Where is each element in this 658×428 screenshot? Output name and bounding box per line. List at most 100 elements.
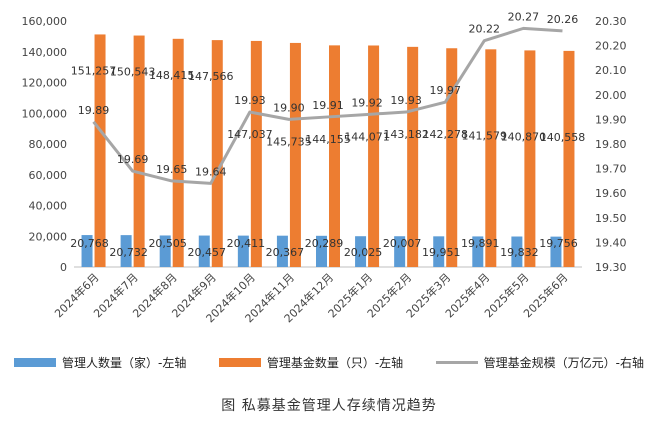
right-axis-tick-label: 19.60 <box>595 187 627 200</box>
data-label-funds: 144,071 <box>344 130 390 143</box>
bar-managers <box>472 236 484 267</box>
data-label-managers: 19,832 <box>500 246 539 259</box>
bar-funds <box>407 46 419 268</box>
data-label-funds: 140,558 <box>540 131 586 144</box>
bars <box>81 34 575 268</box>
data-labels: 20,768 151,257 19.89 20,732 150,543 19.69 20,5… <box>70 10 585 259</box>
bar-managers <box>159 235 171 267</box>
data-label-funds: 148,415 <box>149 69 195 82</box>
chart: 020,00040,00060,00080,000100,000120,0001… <box>22 10 627 325</box>
left-axis-tick-label: 120,000 <box>22 77 68 90</box>
left-axis-tick-label: 140,000 <box>22 46 68 59</box>
right-axis-tick-label: 19.30 <box>595 261 627 274</box>
legend-swatch-managers <box>14 358 56 367</box>
data-label-funds: 151,257 <box>71 64 117 77</box>
data-label-scale: 19.90 <box>273 101 305 114</box>
bar-managers <box>198 235 210 267</box>
data-label-funds: 141,579 <box>462 129 508 142</box>
data-label-managers: 20,457 <box>188 246 227 259</box>
bar-funds <box>485 49 497 267</box>
data-label-managers: 20,411 <box>227 237 266 250</box>
data-label-scale: 19.93 <box>234 94 266 107</box>
left-axis-tick-label: 160,000 <box>22 15 68 28</box>
left-axis-tick-label: 80,000 <box>29 138 68 151</box>
data-label-scale: 19.69 <box>117 153 149 166</box>
bar-managers <box>316 235 327 267</box>
data-label-funds: 142,278 <box>422 128 468 141</box>
bar-managers <box>550 236 562 267</box>
right-axis-tick-label: 19.50 <box>595 212 627 225</box>
data-label-scale: 20.26 <box>547 13 579 26</box>
right-y-axis: 19.30 19.40 19.50 19.60 19.70 19.80 19.90 20.00… <box>595 15 627 274</box>
data-label-scale: 20.22 <box>469 23 501 36</box>
right-axis-tick-label: 19.70 <box>595 163 627 176</box>
data-label-managers: 19,891 <box>461 237 500 250</box>
left-axis-tick-label: 60,000 <box>29 169 68 182</box>
bar-managers <box>276 235 288 267</box>
data-label-scale: 19.91 <box>312 99 344 112</box>
bar-managers <box>394 236 406 267</box>
right-axis-tick-label: 19.40 <box>595 236 627 249</box>
left-y-axis: 0 20,000 40,000 60,000 80,000 100,000 120,000 1… <box>22 15 68 274</box>
legend-label-managers: 管理人数量（家）-左轴 <box>62 356 187 370</box>
bar-funds <box>211 40 223 267</box>
bar-funds <box>250 40 262 268</box>
bar-funds <box>563 50 575 267</box>
legend-label-funds: 管理基金数量（只）-左轴 <box>266 356 404 370</box>
right-axis-tick-label: 20.10 <box>595 64 627 77</box>
scale-line <box>92 26 563 185</box>
bar-funds <box>289 42 301 268</box>
bar-managers <box>120 235 132 267</box>
scale-line-series <box>92 26 563 185</box>
data-label-scale: 19.64 <box>195 165 227 178</box>
data-label-scale: 19.93 <box>390 94 422 107</box>
legend-item-managers: 管理人数量（家）-左轴 <box>14 354 186 371</box>
data-label-scale: 19.97 <box>429 84 461 97</box>
bar-managers <box>237 235 249 267</box>
data-label-scale: 19.65 <box>156 163 188 176</box>
data-label-managers: 20,367 <box>266 246 305 259</box>
left-axis-tick-label: 100,000 <box>22 107 68 120</box>
data-label-funds: 147,037 <box>227 128 273 141</box>
right-axis-tick-label: 19.80 <box>595 138 627 151</box>
legend: 管理人数量（家）-左轴 管理基金数量（只）-左轴 管理基金规模（万亿元）-右轴 <box>14 354 644 371</box>
legend-item-funds: 管理基金数量（只）-左轴 <box>218 354 404 371</box>
data-label-managers: 20,768 <box>70 237 109 250</box>
data-label-scale: 20.27 <box>508 10 540 23</box>
bar-funds <box>133 35 145 268</box>
data-label-funds: 147,566 <box>188 70 234 83</box>
legend-label-scale: 管理基金规模（万亿元）-右轴 <box>483 356 644 370</box>
x-axis-tick-labels: 2024年6月2024年7月2024年8月2024年9月2024年10月2024… <box>51 270 570 325</box>
data-label-funds: 144,155 <box>305 133 351 146</box>
right-axis-tick-label: 20.20 <box>595 40 627 53</box>
legend-item-scale: 管理基金规模（万亿元）-右轴 <box>435 354 644 371</box>
data-label-managers: 19,951 <box>422 246 461 259</box>
left-axis-tick-label: 20,000 <box>29 230 68 243</box>
legend-swatch-funds <box>218 358 261 367</box>
left-axis-tick-label: 40,000 <box>29 200 68 213</box>
right-axis-tick-label: 20.00 <box>595 89 627 102</box>
data-label-managers: 19,756 <box>539 237 578 250</box>
data-label-funds: 140,870 <box>501 130 547 143</box>
data-label-managers: 20,007 <box>383 237 422 250</box>
bar-funds <box>172 38 184 268</box>
right-axis-tick-label: 19.90 <box>595 113 627 126</box>
bar-managers <box>355 236 367 267</box>
figure-caption: 图 私募基金管理人存续情况趋势 <box>221 398 437 414</box>
data-label-managers: 20,732 <box>109 246 148 259</box>
data-label-managers: 20,289 <box>305 237 344 250</box>
right-axis-tick-label: 20.30 <box>595 15 627 28</box>
bar-managers <box>433 236 445 267</box>
legend-swatch-scale <box>435 361 478 364</box>
data-label-funds: 150,543 <box>110 66 156 79</box>
bar-funds <box>329 45 340 267</box>
bar-managers <box>81 235 93 267</box>
data-label-funds: 143,182 <box>383 128 429 141</box>
left-axis-tick-label: 0 <box>60 261 67 274</box>
data-label-managers: 20,025 <box>344 246 383 259</box>
data-label-managers: 20,505 <box>148 237 187 250</box>
data-label-scale: 19.92 <box>351 96 383 109</box>
bar-funds <box>446 48 458 267</box>
data-label-scale: 19.89 <box>78 104 110 117</box>
bar-funds <box>94 34 106 267</box>
